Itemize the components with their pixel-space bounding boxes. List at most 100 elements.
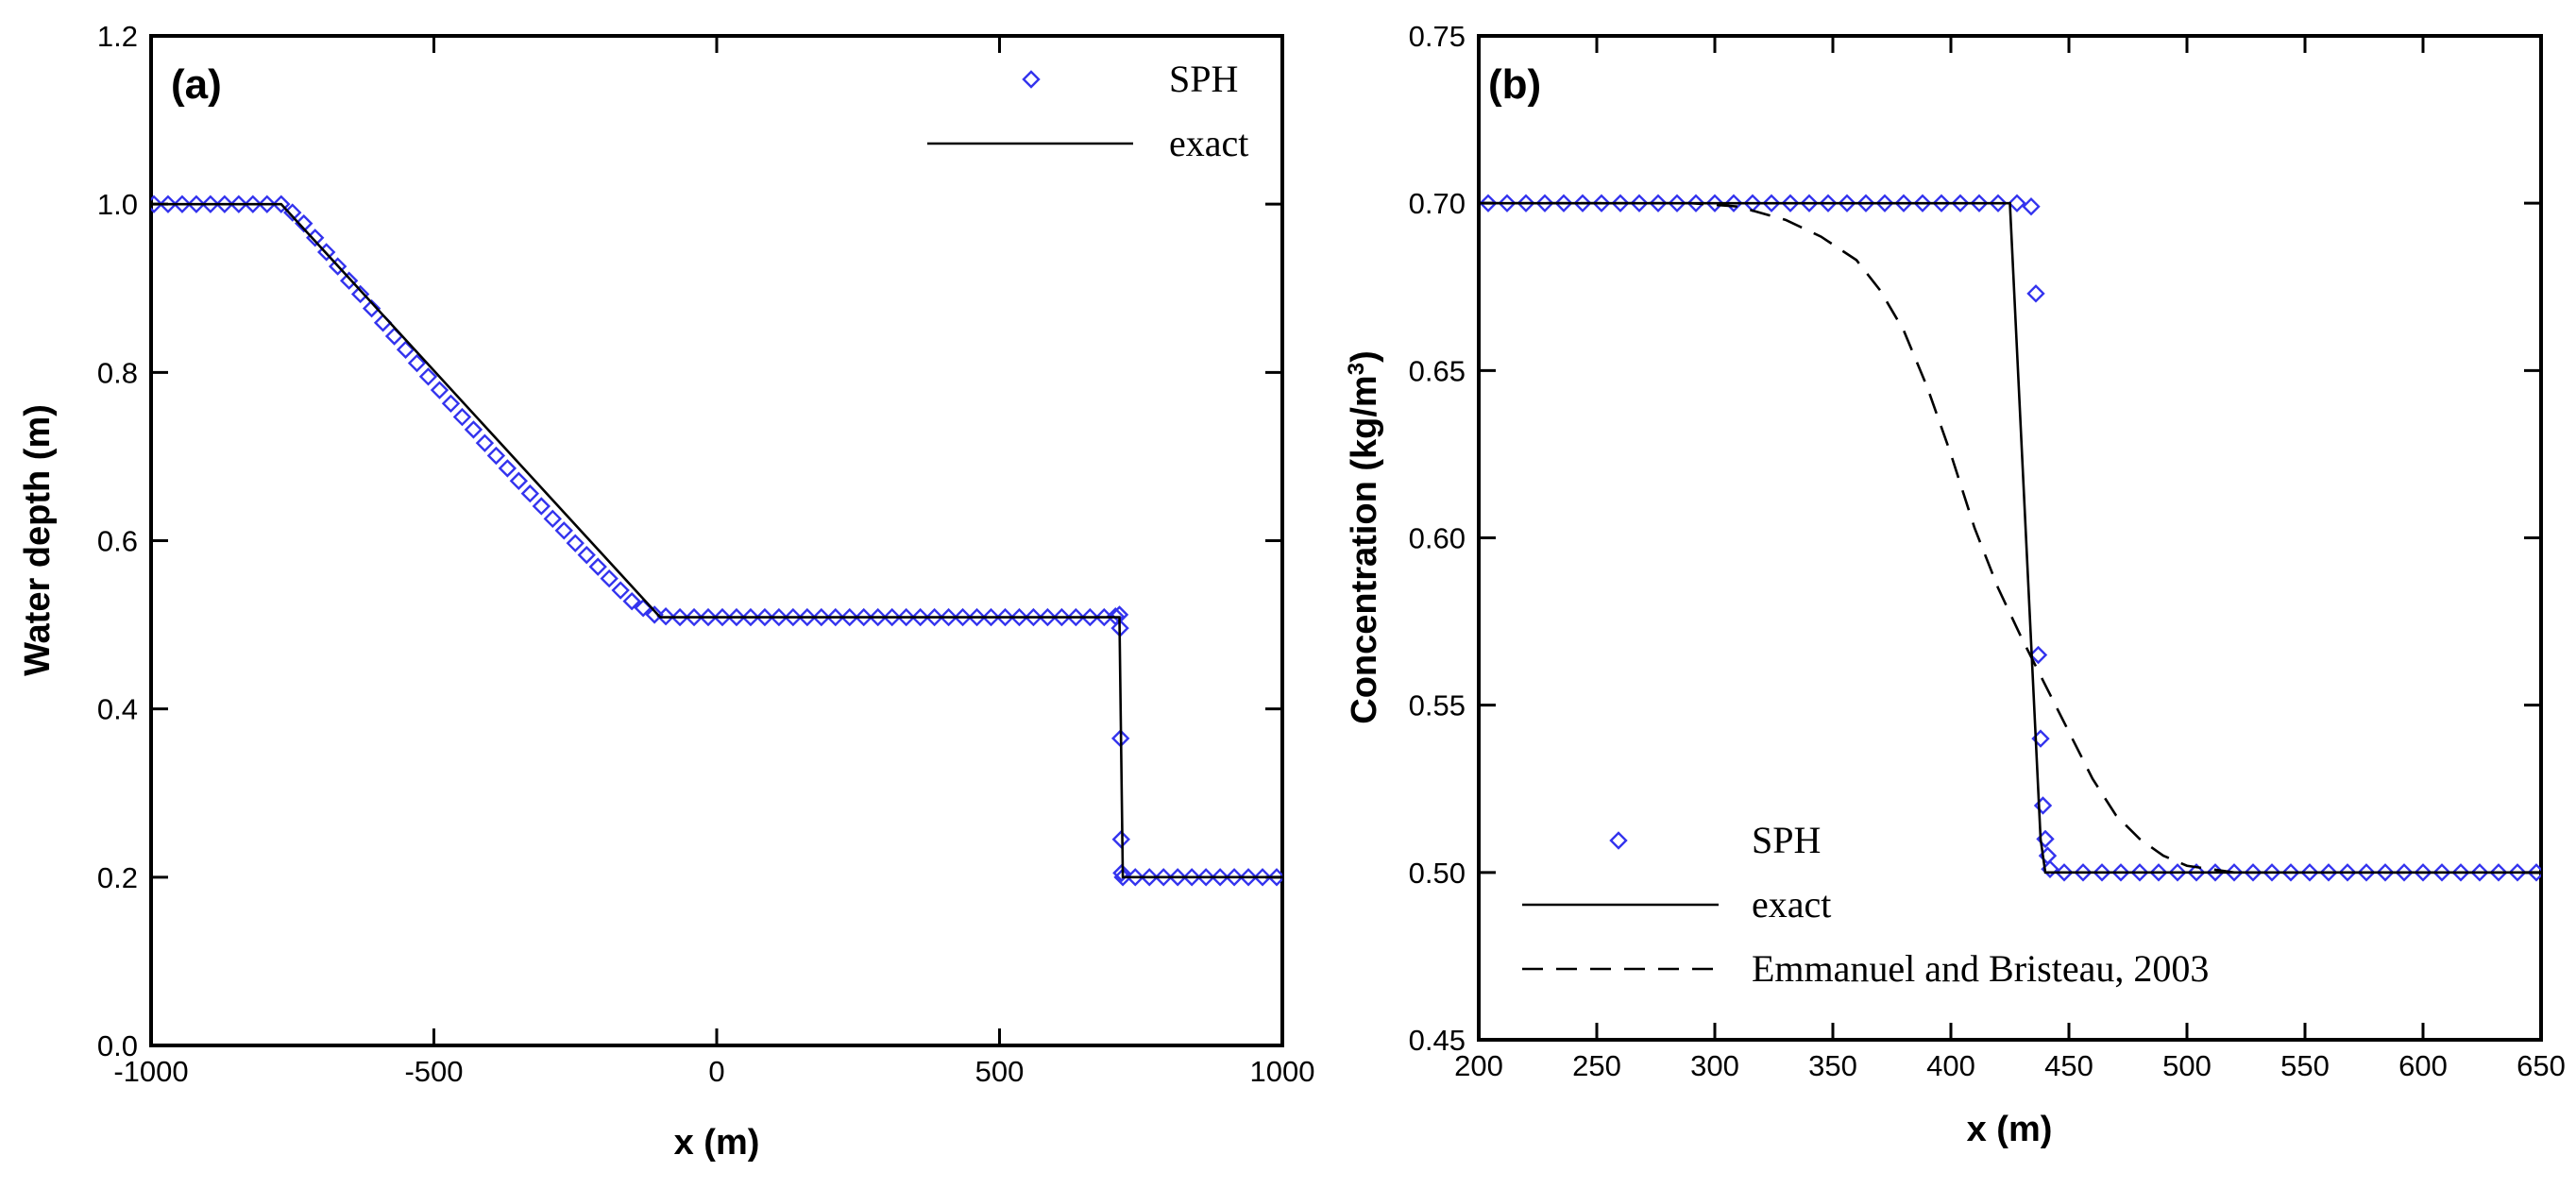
sph-marker: [2376, 863, 2395, 882]
sph-marker: [475, 433, 495, 452]
sph-marker: [1705, 194, 1724, 212]
x-tick-label: 600: [2398, 1049, 2448, 1082]
sph-marker: [215, 195, 234, 213]
sph-marker: [1970, 194, 1989, 212]
sph-marker: [798, 607, 817, 627]
y-tick-label: 0.2: [97, 861, 138, 894]
sph-marker: [2508, 863, 2527, 882]
sph-marker: [939, 607, 958, 627]
sph-marker: [1140, 868, 1159, 887]
sph-marker: [1112, 863, 1131, 883]
legend-label: exact: [1169, 122, 1248, 164]
sph-marker: [1838, 194, 1856, 212]
sph-marker: [350, 284, 370, 304]
y-axis-title: Water depth (m): [18, 404, 58, 676]
sph-marker: [840, 607, 859, 627]
panel-b-concentration-chart: 200 250 300 350 400 450 500 550 600 650 0.45 0.50 0.…: [1344, 20, 2566, 1149]
sph-marker: [1875, 194, 1894, 212]
x-tick-label: 250: [1572, 1049, 1621, 1082]
x-tick-label: 500: [2162, 1049, 2212, 1082]
sph-marker: [713, 607, 732, 627]
sph-marker: [566, 534, 585, 552]
sph-marker: [407, 353, 427, 373]
y-tick-label: 0.45: [1409, 1024, 1466, 1057]
y-tick-label: 0.6: [97, 525, 138, 558]
sph-marker: [244, 195, 263, 213]
sph-marker: [339, 271, 359, 290]
sph-marker: [2451, 863, 2470, 882]
x-axis-title: x (m): [674, 1123, 760, 1163]
sph-marker: [2395, 863, 2414, 882]
sph-marker: [1113, 868, 1132, 887]
sph-marker: [2168, 863, 2187, 882]
x-axis-title: x (m): [1967, 1110, 2053, 1149]
sph-marker: [812, 607, 831, 627]
sph-marker: [373, 314, 393, 332]
legend-label: SPH: [1169, 58, 1238, 100]
sph-marker: [1211, 868, 1229, 887]
sph-marker: [755, 607, 774, 627]
sph-marker: [1239, 868, 1258, 887]
sph-marker: [2300, 863, 2319, 882]
sph-marker: [784, 607, 803, 627]
sph-marker: [1724, 194, 1743, 212]
sph-marker: [441, 394, 461, 413]
sph-marker: [554, 521, 573, 540]
sph-marker: [1517, 194, 1535, 212]
sph-marker: [826, 607, 845, 627]
sph-marker: [924, 607, 944, 627]
plot-frame: [1477, 34, 2543, 1042]
panel-a-water-depth-chart: -1000 -500 0 500 1000 0.0 0.2 0.4 0.6 0.8 1.0 1.2 x …: [18, 20, 1314, 1163]
sph-marker: [741, 607, 760, 627]
sph-marker: [1932, 194, 1951, 212]
sph-marker: [588, 557, 607, 576]
sph-marker: [1182, 868, 1201, 887]
sph-marker: [151, 195, 163, 213]
sph-marker: [699, 607, 718, 627]
sph-marker: [2281, 863, 2300, 882]
sph-marker: [1225, 868, 1244, 887]
sph-marker: [1762, 194, 1781, 212]
y-tick-label: 0.4: [97, 693, 138, 726]
data-layer: [151, 195, 1282, 887]
sph-marker: [543, 509, 562, 529]
sph-marker: [1573, 194, 1592, 212]
x-tick-label: 450: [2044, 1049, 2093, 1082]
sph-marker: [1649, 194, 1668, 212]
sph-marker: [384, 327, 404, 346]
x-tick-label: 500: [975, 1055, 1025, 1088]
sph-marker: [727, 607, 746, 627]
sph-marker: [770, 607, 788, 627]
sph-marker: [532, 497, 551, 516]
sph-marker: [2470, 863, 2489, 882]
sph-marker: [2026, 284, 2045, 303]
sph-marker: [1856, 194, 1875, 212]
sph-marker: [855, 607, 873, 627]
panel-label: (a): [171, 61, 222, 108]
sph-marker: [362, 298, 381, 318]
sph-marker: [1066, 607, 1086, 627]
y-axis-title-close: ): [1345, 350, 1384, 363]
legend-marker-sph: [1609, 831, 1628, 850]
sph-marker: [869, 607, 888, 627]
sph-marker: [995, 607, 1015, 627]
sph-marker: [611, 581, 630, 600]
sph-marker: [600, 569, 619, 588]
sph-marker: [2262, 863, 2281, 882]
sph-marker: [1253, 868, 1272, 887]
sph-marker: [201, 195, 220, 213]
exact-series-line: [151, 202, 1282, 879]
sph-marker: [910, 607, 930, 627]
legend-label: Emmanuel and Bristeau, 2003: [1752, 947, 2209, 990]
sph-marker: [1686, 194, 1705, 212]
sph-marker: [2319, 863, 2338, 882]
sph-marker: [1052, 607, 1072, 627]
sph-marker: [1781, 194, 1800, 212]
sph-marker: [1111, 830, 1130, 849]
sph-marker: [2432, 863, 2451, 882]
sph-marker: [1913, 194, 1932, 212]
sph-marker: [464, 420, 483, 439]
sph-marker: [670, 607, 689, 627]
sph-marker: [1479, 194, 1498, 212]
